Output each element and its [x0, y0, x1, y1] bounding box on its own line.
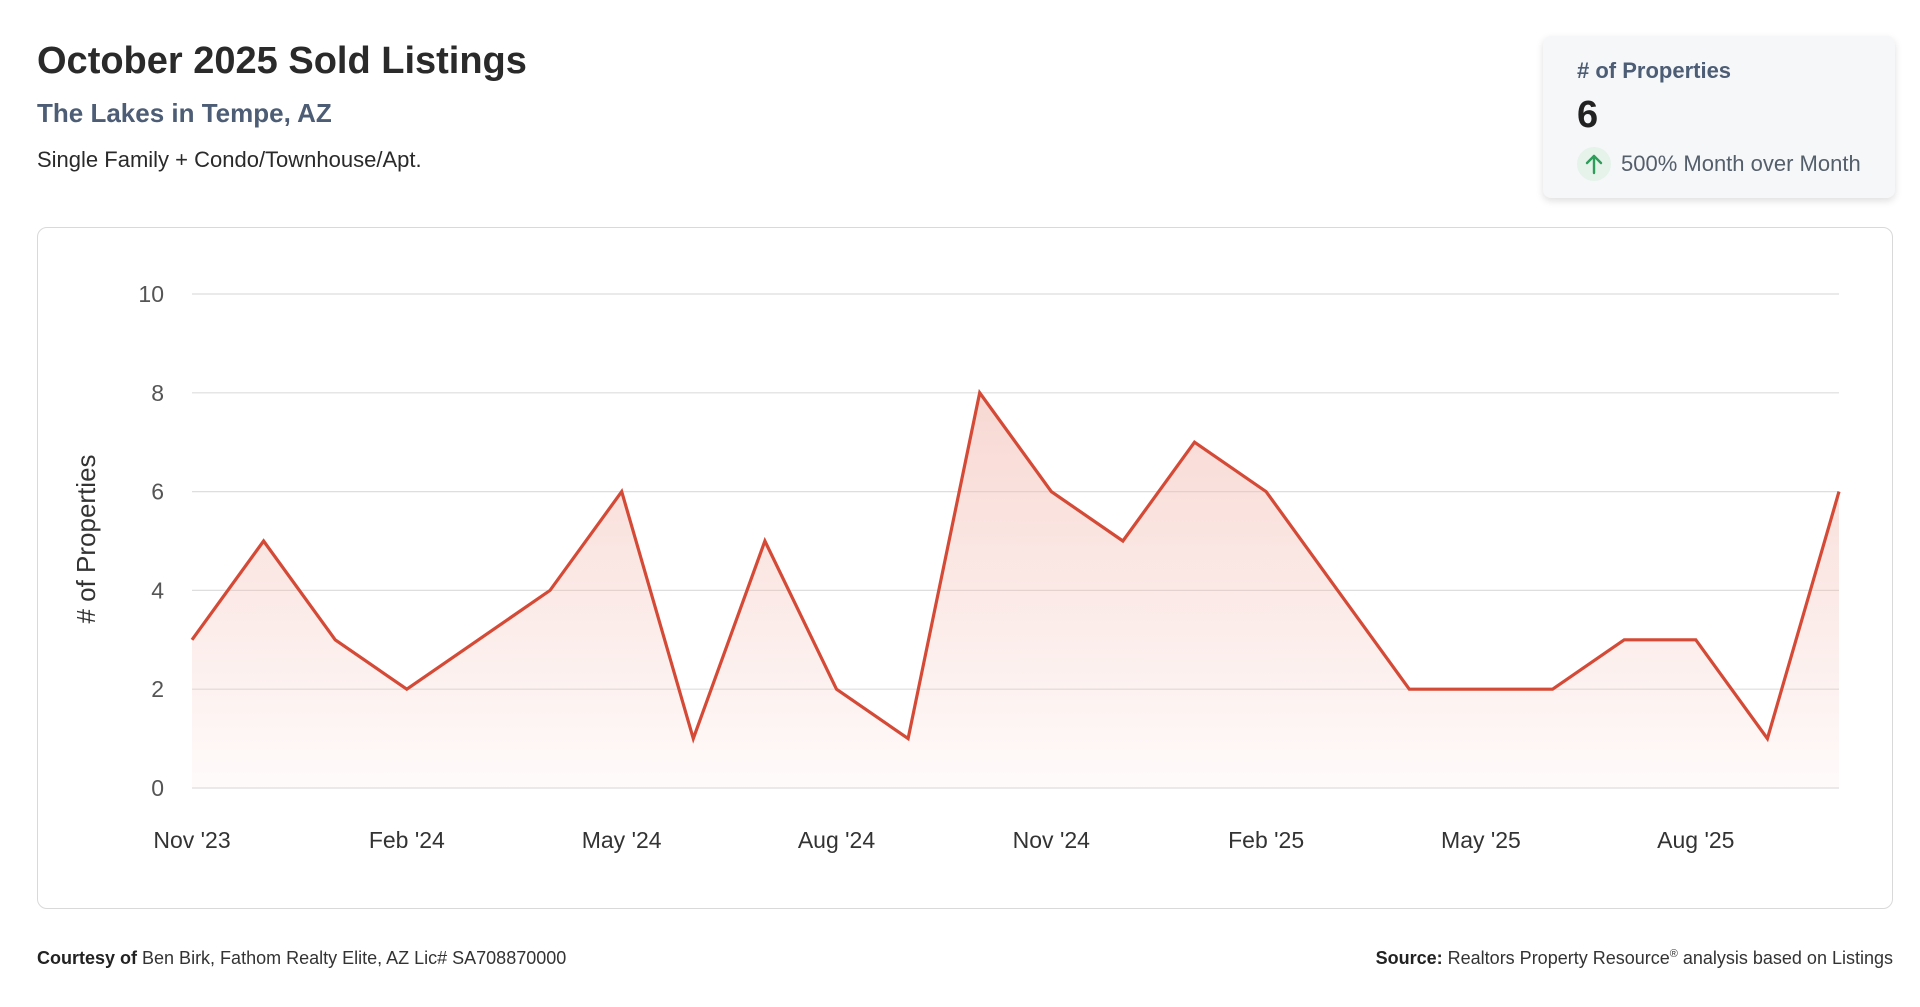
data-point: [1049, 490, 1053, 494]
data-point: [906, 737, 910, 741]
y-tick-labels: 0 2 4 6 8 10: [138, 281, 164, 801]
y-tick-label: 0: [151, 775, 164, 801]
stat-value: 6: [1577, 94, 1599, 136]
data-point: [262, 539, 266, 543]
data-point: [1694, 638, 1698, 642]
data-point: [1837, 490, 1841, 494]
x-tick-label: Feb '24: [369, 827, 445, 853]
x-tick-label: Aug '24: [798, 827, 875, 853]
location-subtitle: The Lakes in Tempe, AZ: [37, 98, 332, 128]
y-tick-label: 2: [151, 676, 164, 702]
x-tick-label: Feb '25: [1228, 827, 1304, 853]
data-point: [1336, 588, 1340, 592]
data-point: [1551, 687, 1555, 691]
stat-change: 500% Month over Month: [1577, 147, 1861, 181]
courtesy-footer: Courtesy of Ben Birk, Fathom Realty Elit…: [37, 948, 566, 969]
data-point: [978, 391, 982, 395]
y-tick-label: 4: [151, 577, 164, 603]
x-tick-label: Nov '23: [153, 827, 230, 853]
data-point: [834, 687, 838, 691]
courtesy-label: Courtesy of: [37, 948, 138, 968]
x-tick-label: Nov '24: [1013, 827, 1090, 853]
chart-panel: 0 2 4 6 8 10 Nov '23 Feb '24 May '24 Aug '24 Nov …: [37, 227, 1893, 909]
source-label: Source:: [1375, 948, 1443, 968]
y-axis-label: # of Properties: [71, 454, 101, 623]
arrow-up-icon: [1577, 147, 1611, 181]
y-tick-label: 6: [151, 479, 164, 505]
data-point: [1622, 638, 1626, 642]
data-point: [1407, 687, 1411, 691]
x-tick-label: May '24: [582, 827, 662, 853]
page-title: October 2025 Sold Listings: [37, 40, 527, 82]
data-point: [691, 737, 695, 741]
stat-change-text: 500% Month over Month: [1621, 151, 1861, 176]
data-point: [763, 539, 767, 543]
data-point: [1121, 539, 1125, 543]
data-point: [1193, 440, 1197, 444]
source-footer: Source: Realtors Property Resource® anal…: [1376, 948, 1893, 969]
data-point: [620, 490, 624, 494]
registered-mark: ®: [1669, 948, 1678, 960]
y-tick-label: 8: [151, 380, 164, 406]
courtesy-text: Ben Birk, Fathom Realty Elite, AZ Lic# S…: [142, 948, 567, 968]
stat-label: # of Properties: [1577, 58, 1732, 83]
x-tick-labels: Nov '23 Feb '24 May '24 Aug '24 Nov '24 Feb '…: [153, 827, 1734, 853]
x-tick-label: Aug '25: [1657, 827, 1734, 853]
data-point: [548, 588, 552, 592]
data-point: [476, 638, 480, 642]
y-tick-label: 10: [138, 281, 164, 307]
data-point: [190, 638, 194, 642]
data-point: [405, 687, 409, 691]
x-tick-label: May '25: [1441, 827, 1521, 853]
source-text: Realtors Property Resource: [1447, 948, 1670, 968]
source-text-after: analysis based on Listings: [1677, 948, 1893, 968]
stat-card: # of Properties 6 500% Month over Month: [1543, 36, 1895, 198]
series-line: [190, 388, 1841, 744]
data-point: [1264, 490, 1268, 494]
property-types-label: Single Family + Condo/Townhouse/Apt.: [37, 147, 422, 172]
data-point: [1765, 737, 1769, 741]
data-point: [1479, 687, 1483, 691]
data-point: [333, 638, 337, 642]
